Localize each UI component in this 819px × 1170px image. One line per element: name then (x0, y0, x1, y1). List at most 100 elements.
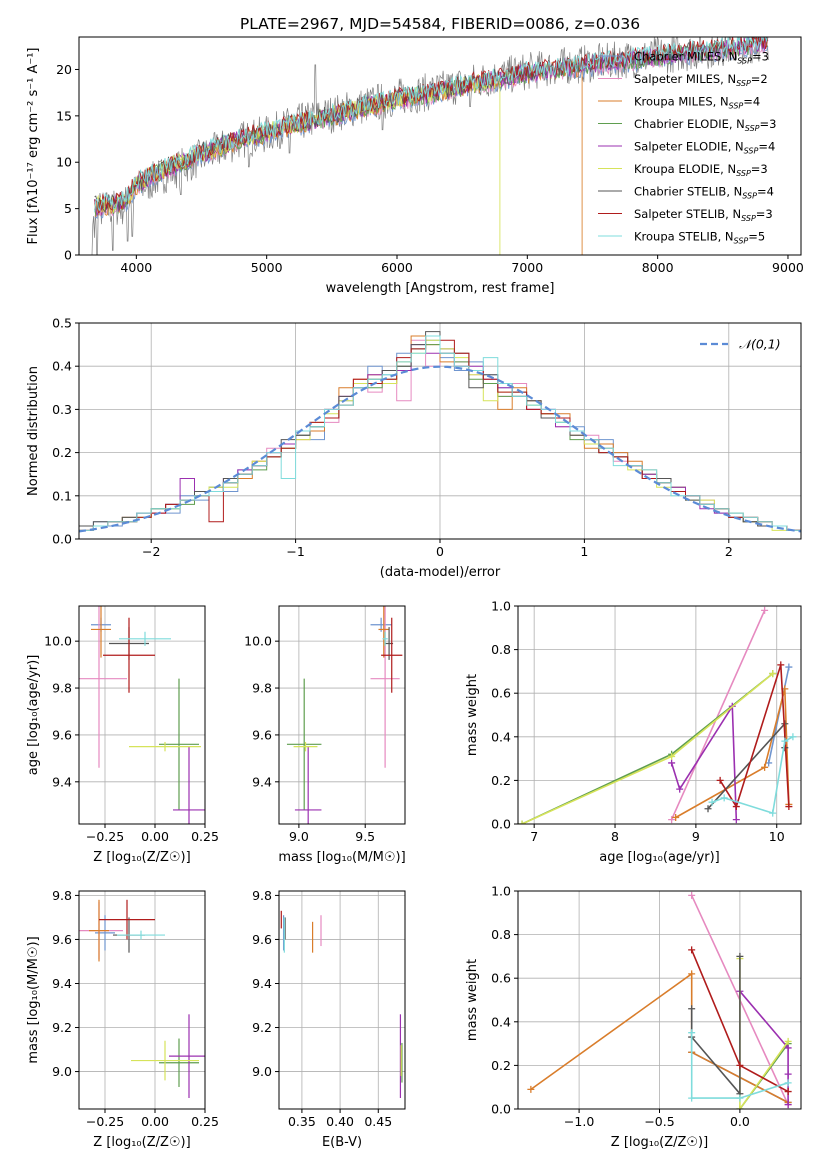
y-tick-label: 9.6 (252, 932, 272, 947)
errorbar-salpeter-stelib (381, 617, 403, 693)
weight-marker (784, 1070, 792, 1078)
y-tick-label: 9.4 (52, 976, 72, 991)
weight-marker (784, 1079, 792, 1087)
weight-marker (784, 1037, 792, 1045)
weight-marker (736, 1061, 744, 1069)
plot-area-group: 4000 5000 6000 7000 8000 900005101520waveleng… (26, 36, 804, 1150)
legend-entry: Chabrier ELODIE, NSSP=3 (634, 117, 776, 133)
weight-marker (736, 952, 744, 960)
weight-marker (761, 763, 769, 771)
weight-marker (732, 816, 740, 824)
legend-entry: Salpeter ELODIE, NSSP=4 (634, 140, 775, 156)
y-tick-label: 0.2 (491, 773, 511, 788)
legend-entry: 𝒩(0,1) (739, 337, 781, 352)
axes-overlay: −0.25 0.00 0.25 9.0 9.2 9.4 9.6 9.8 Z [log₁₀(Z/Z… (26, 888, 219, 1150)
errorbar-salpeter-elodie (294, 746, 322, 824)
axes-frame (278, 890, 406, 1110)
x-axis-label: wavelength [Angstrom, rest frame] (326, 281, 555, 296)
y-tick-label: 9.4 (252, 976, 272, 991)
legend-subscript: SSP (744, 147, 759, 156)
legend-entry: Kroupa STELIB, NSSP=5 (634, 230, 765, 246)
y-tick-label: 9.0 (52, 1064, 72, 1079)
y-tick-label: 0.3 (52, 402, 72, 417)
x-tick-label: 0.0 (730, 1114, 750, 1129)
weight-marker (704, 805, 712, 813)
legend-label: Chabrier MILES, N (634, 50, 737, 64)
errorbar-kroupa-miles (378, 606, 390, 658)
observed-spectrum (91, 37, 769, 255)
plot-background (279, 891, 405, 1109)
legend-entry: Chabrier MILES, NSSP=3 (634, 50, 769, 66)
y-tick-label: 10 (56, 155, 72, 170)
legend-count: =5 (748, 230, 765, 244)
legend-count: =3 (752, 50, 769, 64)
plot-content (79, 331, 801, 533)
x-tick-label: −2 (142, 544, 160, 559)
y-tick-label: 9.6 (252, 727, 272, 742)
figure-title: PLATE=2967, MJD=54584, FIBERID=0086, z=0… (240, 15, 640, 33)
y-tick-label: 9.8 (52, 681, 72, 696)
x-tick-label: 0.00 (141, 829, 169, 844)
errorbar-salpeter-elodie (169, 1014, 205, 1098)
axes-frame (78, 36, 802, 256)
weight-series-kroupa-elodie (518, 670, 777, 824)
y-axis-label: mass [log₁₀(M/M☉)] (26, 936, 41, 1063)
y-axis-label: age [log₁₀(age/yr)] (26, 655, 41, 776)
errorbar-kroupa-elodie (129, 741, 201, 752)
x-axis-label: Z [log₁₀(Z/Z☉)] (93, 1135, 190, 1150)
legend-subscript: SSP (742, 192, 757, 201)
weight-marker (720, 794, 728, 802)
legend-label: Salpeter MILES, N (634, 72, 736, 86)
legend-subscript: SSP (741, 214, 756, 223)
weight-marker (761, 606, 769, 614)
y-axis-label: mass weight (465, 959, 480, 1041)
x-axis-label: Z [log₁₀(Z/Z☉)] (611, 1135, 708, 1150)
weight-marker (518, 820, 526, 824)
weight-line (719, 664, 790, 809)
legend-subscript: SSP (736, 79, 751, 88)
x-tick-label: 0.45 (364, 1114, 392, 1129)
legend-label: Chabrier ELODIE, N (634, 117, 745, 131)
errorbar-chabrier-miles (95, 915, 115, 951)
legend-subscript: SSP (736, 169, 751, 178)
plot-content (280, 910, 403, 1098)
axes-age-vs-mass: 9.0 9.5 9.4 9.6 9.8 10.0 mass [log₁₀(M/M☉)] (244, 605, 406, 865)
weight-series-kroupa-stelib (708, 733, 797, 817)
y-tick-label: 0.0 (491, 1102, 511, 1117)
plot-background (518, 606, 801, 824)
legend-count: =4 (743, 95, 760, 109)
y-tick-label: 0.4 (52, 359, 72, 374)
y-tick-label: 9.6 (52, 727, 72, 742)
y-tick-label: 0.6 (491, 686, 511, 701)
legend-count: =4 (757, 185, 774, 199)
y-tick-label: 0 (64, 248, 72, 263)
weight-marker (781, 737, 789, 745)
legend-entry: Chabrier STELIB, NSSP=4 (634, 185, 774, 201)
legend-subscript: SSP (729, 102, 744, 111)
y-axis-label: Normed distribution (26, 366, 41, 496)
errorbar-chabrier-elodie (286, 678, 322, 810)
y-tick-label: 9.8 (52, 888, 72, 903)
errorbar-chabrier-elodie (159, 678, 199, 810)
y-tick-label: 0.0 (52, 532, 72, 547)
errorbar-salpeter-elodie (173, 746, 205, 824)
legend-entry: Salpeter MILES, NSSP=2 (634, 72, 768, 88)
y-tick-label: 0.5 (52, 316, 72, 331)
errorbar-kroupa-stelib (382, 631, 388, 646)
legend-label: Chabrier STELIB, N (634, 185, 742, 199)
errorbar-kroupa-elodie (293, 741, 318, 752)
errorbar-salpeter-stelib (99, 899, 155, 940)
x-tick-label: −1.0 (564, 1114, 594, 1129)
axes-overlay: 7 8 9 10 0.0 0.2 0.4 0.6 0.8 1.0 age [log₁₀(age/yr… (465, 599, 802, 865)
weight-series-salpeter-miles (668, 606, 769, 824)
y-tick-label: 1.0 (491, 599, 511, 614)
errorbar-kroupa-miles (91, 606, 111, 658)
errorbar-salpeter-stelib (103, 617, 155, 693)
x-tick-label: −0.25 (86, 1114, 124, 1129)
x-tick-label: 0.40 (326, 1114, 354, 1129)
weight-marker (769, 809, 777, 817)
weight-marker (777, 661, 785, 669)
weight-marker (784, 1044, 792, 1052)
model-spectrum-kroupa-stelib (94, 37, 768, 212)
